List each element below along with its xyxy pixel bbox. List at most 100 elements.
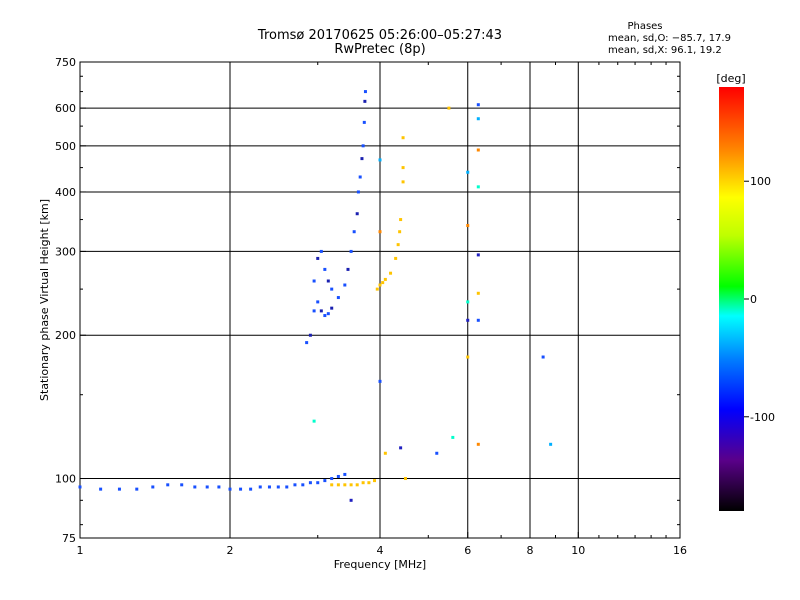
point-2-24 [323, 267, 327, 271]
point-0-20 [316, 481, 320, 485]
point-0-22 [330, 477, 334, 481]
colorbar-tick-label-2: -100 [750, 411, 775, 424]
point-3-6 [396, 243, 400, 247]
colorbar [719, 87, 744, 511]
point-4-2 [476, 117, 480, 121]
phases-mean-o: mean, sd,O: −85.7, 17.9 [608, 33, 731, 44]
point-1-1 [336, 483, 340, 487]
point-2-7 [330, 306, 334, 310]
x-tick-label-0: 1 [77, 544, 84, 557]
point-3-1 [378, 283, 382, 287]
point-2-2 [312, 309, 316, 313]
point-2-20 [363, 90, 367, 94]
point-4-14 [549, 442, 553, 446]
x-tick-label-6: 16 [673, 544, 687, 557]
chart-subtitle: RwPretec (8p) [334, 42, 425, 57]
point-0-10 [228, 487, 232, 491]
point-4-7 [476, 318, 480, 322]
point-0-16 [285, 485, 289, 489]
colorbar-tick-label-0: 100 [750, 175, 771, 188]
point-0-2 [117, 487, 121, 491]
x-tick-label-2: 4 [377, 544, 384, 557]
point-4-25 [435, 451, 439, 455]
point-0-5 [166, 483, 170, 487]
point-1-7 [373, 479, 377, 483]
x-tick-label-4: 8 [527, 544, 534, 557]
point-2-13 [355, 212, 359, 216]
point-2-12 [352, 230, 356, 234]
point-3-0 [375, 287, 379, 291]
data-points [78, 90, 553, 502]
point-2-17 [361, 144, 365, 148]
point-1-0 [330, 483, 334, 487]
point-4-18 [383, 451, 387, 455]
colorbar-label: [deg] [716, 72, 745, 85]
point-2-5 [323, 314, 327, 318]
grid-lines [80, 62, 680, 538]
point-4-9 [466, 224, 470, 228]
point-2-22 [316, 256, 320, 260]
point-4-8 [466, 170, 470, 174]
point-0-17 [293, 483, 297, 487]
point-0-3 [135, 487, 139, 491]
x-tick-label-5: 10 [571, 544, 585, 557]
y-tick-label-7: 75 [62, 532, 76, 545]
point-3-10 [401, 166, 405, 170]
point-4-3 [476, 148, 480, 152]
point-2-21 [312, 279, 316, 283]
point-4-21 [378, 230, 382, 234]
colorbar-tick-label-1: 0 [750, 293, 757, 306]
point-3-3 [383, 277, 387, 281]
point-2-26 [330, 287, 334, 291]
point-1-6 [367, 481, 371, 485]
point-3-8 [399, 218, 403, 222]
point-0-24 [343, 472, 347, 476]
y-tick-label-2: 500 [55, 140, 76, 153]
point-3-2 [381, 281, 385, 285]
point-4-20 [378, 158, 382, 162]
point-4-13 [541, 355, 545, 359]
point-4-1 [476, 103, 480, 107]
point-4-17 [399, 446, 403, 450]
point-2-10 [346, 267, 350, 271]
point-3-7 [398, 230, 402, 234]
point-4-4 [476, 185, 480, 189]
point-4-23 [349, 498, 353, 502]
point-2-9 [343, 283, 347, 287]
point-0-14 [267, 485, 271, 489]
point-0-11 [239, 487, 243, 491]
point-0-6 [180, 483, 184, 487]
point-2-3 [316, 300, 320, 304]
point-4-6 [476, 291, 480, 295]
point-4-12 [466, 355, 470, 359]
point-0-21 [323, 479, 327, 483]
point-2-14 [356, 190, 360, 194]
point-4-19 [378, 379, 382, 383]
point-2-23 [319, 249, 323, 253]
point-0-9 [217, 485, 221, 489]
point-3-4 [389, 271, 393, 275]
point-0-15 [276, 485, 280, 489]
colorbar-ticks: 100 0 -100 [744, 175, 775, 424]
point-2-15 [358, 175, 362, 179]
point-2-25 [326, 279, 330, 283]
y-tick-label-3: 400 [55, 186, 76, 199]
y-tick-label-6: 100 [55, 473, 76, 486]
point-0-1 [99, 487, 103, 491]
point-4-22 [312, 419, 316, 423]
point-0-8 [205, 485, 209, 489]
point-0-19 [308, 481, 312, 485]
phases-mean-x: mean, sd,X: 96.1, 19.2 [608, 45, 722, 56]
point-0-7 [193, 485, 197, 489]
point-1-4 [355, 483, 359, 487]
point-1-3 [349, 483, 353, 487]
point-2-11 [349, 249, 353, 253]
point-1-5 [361, 481, 365, 485]
point-4-11 [466, 318, 470, 322]
point-0-23 [336, 474, 340, 478]
y-tick-label-1: 600 [55, 102, 76, 115]
chart-title: Tromsø 20170625 05:26:00–05:27:43 [257, 28, 502, 43]
point-4-24 [403, 477, 407, 481]
y-tick-label-4: 300 [55, 245, 76, 258]
